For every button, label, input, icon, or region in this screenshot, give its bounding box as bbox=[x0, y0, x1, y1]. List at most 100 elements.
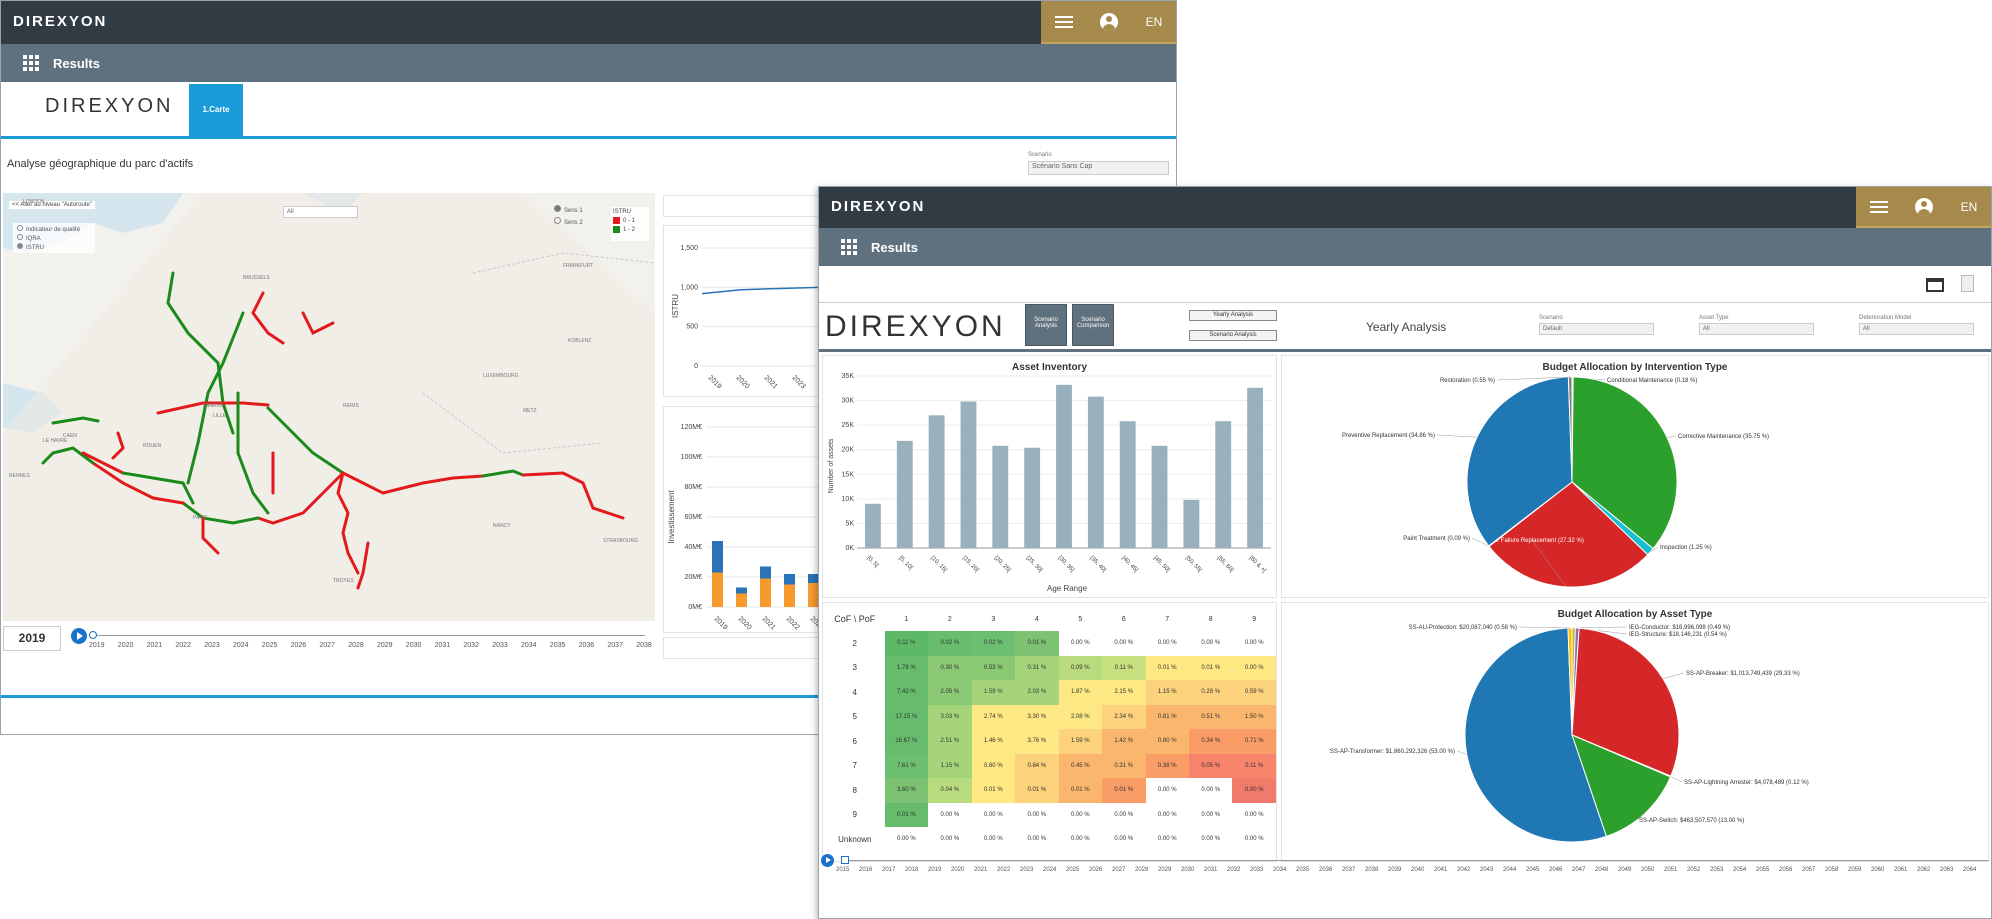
risk-matrix-cell[interactable]: 0.11 % bbox=[1102, 655, 1146, 680]
timeline-year-label[interactable]: 2055 bbox=[1756, 867, 1770, 873]
risk-matrix-cell[interactable]: 0.01 % bbox=[1015, 631, 1059, 656]
risk-matrix-cell[interactable]: 0.01 % bbox=[1145, 655, 1189, 680]
timeline-year-label[interactable]: 2030 bbox=[405, 642, 422, 649]
risk-matrix-cell[interactable]: 0.51 % bbox=[1189, 704, 1233, 729]
timeline-year-label[interactable]: 2057 bbox=[1802, 867, 1816, 873]
risk-matrix-cell[interactable]: 7.42 % bbox=[884, 680, 929, 705]
risk-matrix-cell[interactable]: 0.53 % bbox=[971, 655, 1016, 680]
indicator-radio-2[interactable]: IQRA bbox=[17, 234, 95, 242]
timeline-year-label[interactable]: 2038 bbox=[636, 642, 652, 649]
timeline-year-label[interactable]: 2032 bbox=[1227, 867, 1241, 873]
timeline-year-label[interactable]: 2052 bbox=[1687, 867, 1701, 873]
risk-matrix-cell[interactable]: 0.02 % bbox=[928, 631, 972, 656]
apps-grid-icon[interactable] bbox=[841, 239, 857, 255]
timeline-year-label[interactable]: 2022 bbox=[175, 642, 191, 649]
timeline-year-label[interactable]: 2037 bbox=[1342, 867, 1356, 873]
risk-matrix-cell[interactable]: 0.31 % bbox=[1015, 655, 1059, 680]
year-display[interactable]: 2019 bbox=[3, 626, 61, 651]
risk-matrix-cell[interactable]: 0.00 % bbox=[971, 802, 1016, 827]
filter-deterioration-dropdown[interactable]: All bbox=[1859, 323, 1974, 335]
risk-matrix-cell[interactable]: 1.87 % bbox=[1058, 680, 1103, 705]
timeline-track[interactable] bbox=[841, 860, 1989, 861]
timeline-year-label[interactable]: 2037 bbox=[607, 642, 623, 649]
scenario-dropdown[interactable]: Scénario Sans Cap bbox=[1028, 161, 1169, 175]
timeline-track[interactable] bbox=[89, 635, 645, 636]
risk-matrix-cell[interactable]: 0.45 % bbox=[1058, 753, 1103, 778]
risk-matrix-cell[interactable]: 0.05 % bbox=[1189, 753, 1233, 778]
timeline-year-label[interactable]: 2032 bbox=[463, 642, 479, 649]
timeline-year-label[interactable]: 2034 bbox=[521, 642, 537, 649]
timeline-year-label[interactable]: 2040 bbox=[1411, 867, 1425, 873]
language-selector[interactable]: EN bbox=[1960, 199, 1978, 214]
timeline-year-label[interactable]: 2048 bbox=[1595, 867, 1609, 873]
timeline-year-label[interactable]: 2025 bbox=[261, 642, 278, 649]
risk-matrix-cell[interactable]: 1.78 % bbox=[884, 655, 929, 680]
timeline-handle[interactable] bbox=[89, 631, 97, 639]
risk-matrix-cell[interactable]: 1.15 % bbox=[1145, 680, 1189, 705]
filter-asset-type-dropdown[interactable]: All bbox=[1699, 323, 1814, 335]
risk-matrix-cell[interactable]: 0.80 % bbox=[1145, 729, 1189, 754]
timeline-year-label[interactable]: 2059 bbox=[1848, 867, 1862, 873]
risk-matrix-cell[interactable]: 0.59 % bbox=[1232, 680, 1276, 705]
risk-matrix-cell[interactable]: 3.30 % bbox=[1015, 704, 1059, 729]
risk-matrix-cell[interactable]: 2.74 % bbox=[971, 704, 1016, 729]
tab-scenario-analysis[interactable]: Scenario Analysis bbox=[1025, 304, 1067, 346]
risk-matrix-cell[interactable]: 0.00 % bbox=[1015, 827, 1059, 852]
risk-matrix-cell[interactable]: 0.00 % bbox=[928, 802, 972, 827]
timeline-year-label[interactable]: 2020 bbox=[117, 642, 134, 649]
timeline-year-label[interactable]: 2054 bbox=[1733, 867, 1747, 873]
timeline-year-label[interactable]: 2023 bbox=[204, 642, 220, 649]
sens-radio-1[interactable]: Sens 1 bbox=[554, 205, 583, 214]
timeline-year-label[interactable]: 2035 bbox=[1296, 867, 1310, 873]
risk-matrix-cell[interactable]: 0.30 % bbox=[928, 655, 972, 680]
timeline-year-label[interactable]: 2025 bbox=[1066, 867, 1080, 873]
apps-grid-icon[interactable] bbox=[23, 55, 39, 71]
risk-matrix-cell[interactable]: 0.38 % bbox=[1145, 753, 1189, 778]
risk-matrix-cell[interactable]: 0.00 % bbox=[1145, 631, 1189, 656]
risk-matrix-cell[interactable]: 0.00 % bbox=[1145, 778, 1189, 803]
risk-matrix-cell[interactable]: 0.81 % bbox=[1145, 704, 1189, 729]
timeline-year-label[interactable]: 2027 bbox=[319, 642, 335, 649]
risk-matrix-cell[interactable]: 16.67 % bbox=[884, 729, 929, 754]
indicator-radio-3[interactable]: ISTRU bbox=[17, 243, 95, 251]
scenario-analysis-button[interactable]: Scenario Analysis bbox=[1189, 330, 1277, 341]
timeline-year-label[interactable]: 2036 bbox=[578, 642, 595, 649]
risk-matrix-cell[interactable]: 0.00 % bbox=[1102, 802, 1146, 827]
sens-radio-2[interactable]: Sens 2 bbox=[554, 217, 583, 226]
risk-matrix-cell[interactable]: 2.05 % bbox=[928, 680, 972, 705]
filter-scenario-dropdown[interactable]: Default bbox=[1539, 323, 1654, 335]
timeline-year-label[interactable]: 2031 bbox=[434, 642, 451, 649]
risk-matrix-cell[interactable]: 0.00 % bbox=[1145, 827, 1189, 852]
risk-matrix-cell[interactable]: 0.01 % bbox=[971, 778, 1016, 803]
risk-matrix-cell[interactable]: 0.00 % bbox=[1015, 802, 1059, 827]
timeline-year-label[interactable]: 2022 bbox=[997, 867, 1011, 873]
timeline-year-label[interactable]: 2028 bbox=[1135, 867, 1149, 873]
timeline-year-label[interactable]: 2056 bbox=[1779, 867, 1793, 873]
risk-matrix-cell[interactable]: 1.59 % bbox=[971, 680, 1016, 705]
timeline-year-label[interactable]: 2046 bbox=[1549, 867, 1563, 873]
risk-matrix-cell[interactable]: 1.59 % bbox=[1058, 729, 1103, 754]
risk-matrix-cell[interactable]: 0.60 % bbox=[971, 753, 1016, 778]
timeline-year-label[interactable]: 2049 bbox=[1618, 867, 1632, 873]
timeline-year-label[interactable]: 2031 bbox=[1204, 867, 1218, 873]
risk-matrix-cell[interactable]: 0.00 % bbox=[1189, 631, 1233, 656]
timeline-year-label[interactable]: 2051 bbox=[1664, 867, 1678, 873]
risk-matrix-cell[interactable]: 17.15 % bbox=[884, 704, 929, 729]
risk-matrix-cell[interactable]: 2.15 % bbox=[1102, 680, 1146, 705]
timeline-year-label[interactable]: 2036 bbox=[1319, 867, 1333, 873]
timeline-year-label[interactable]: 2019 bbox=[89, 642, 105, 649]
map-filter-dropdown[interactable]: All bbox=[283, 206, 358, 218]
hamburger-menu-icon[interactable] bbox=[1869, 200, 1888, 213]
timeline-handle[interactable] bbox=[841, 856, 849, 864]
risk-matrix-cell[interactable]: 0.00 % bbox=[1058, 802, 1103, 827]
timeline-year-label[interactable]: 2062 bbox=[1917, 867, 1931, 873]
timeline-year-label[interactable]: 2021 bbox=[974, 867, 988, 873]
risk-matrix-cell[interactable]: 0.00 % bbox=[1232, 655, 1276, 680]
risk-matrix-cell[interactable]: 0.01 % bbox=[884, 802, 929, 827]
export-card-icon[interactable] bbox=[1926, 278, 1944, 292]
risk-matrix-cell[interactable]: 0.01 % bbox=[1015, 778, 1059, 803]
timeline-year-label[interactable]: 2053 bbox=[1710, 867, 1724, 873]
risk-matrix-cell[interactable]: 0.34 % bbox=[1189, 729, 1233, 754]
timeline-year-label[interactable]: 2044 bbox=[1503, 867, 1517, 873]
timeline-year-label[interactable]: 2063 bbox=[1940, 867, 1954, 873]
